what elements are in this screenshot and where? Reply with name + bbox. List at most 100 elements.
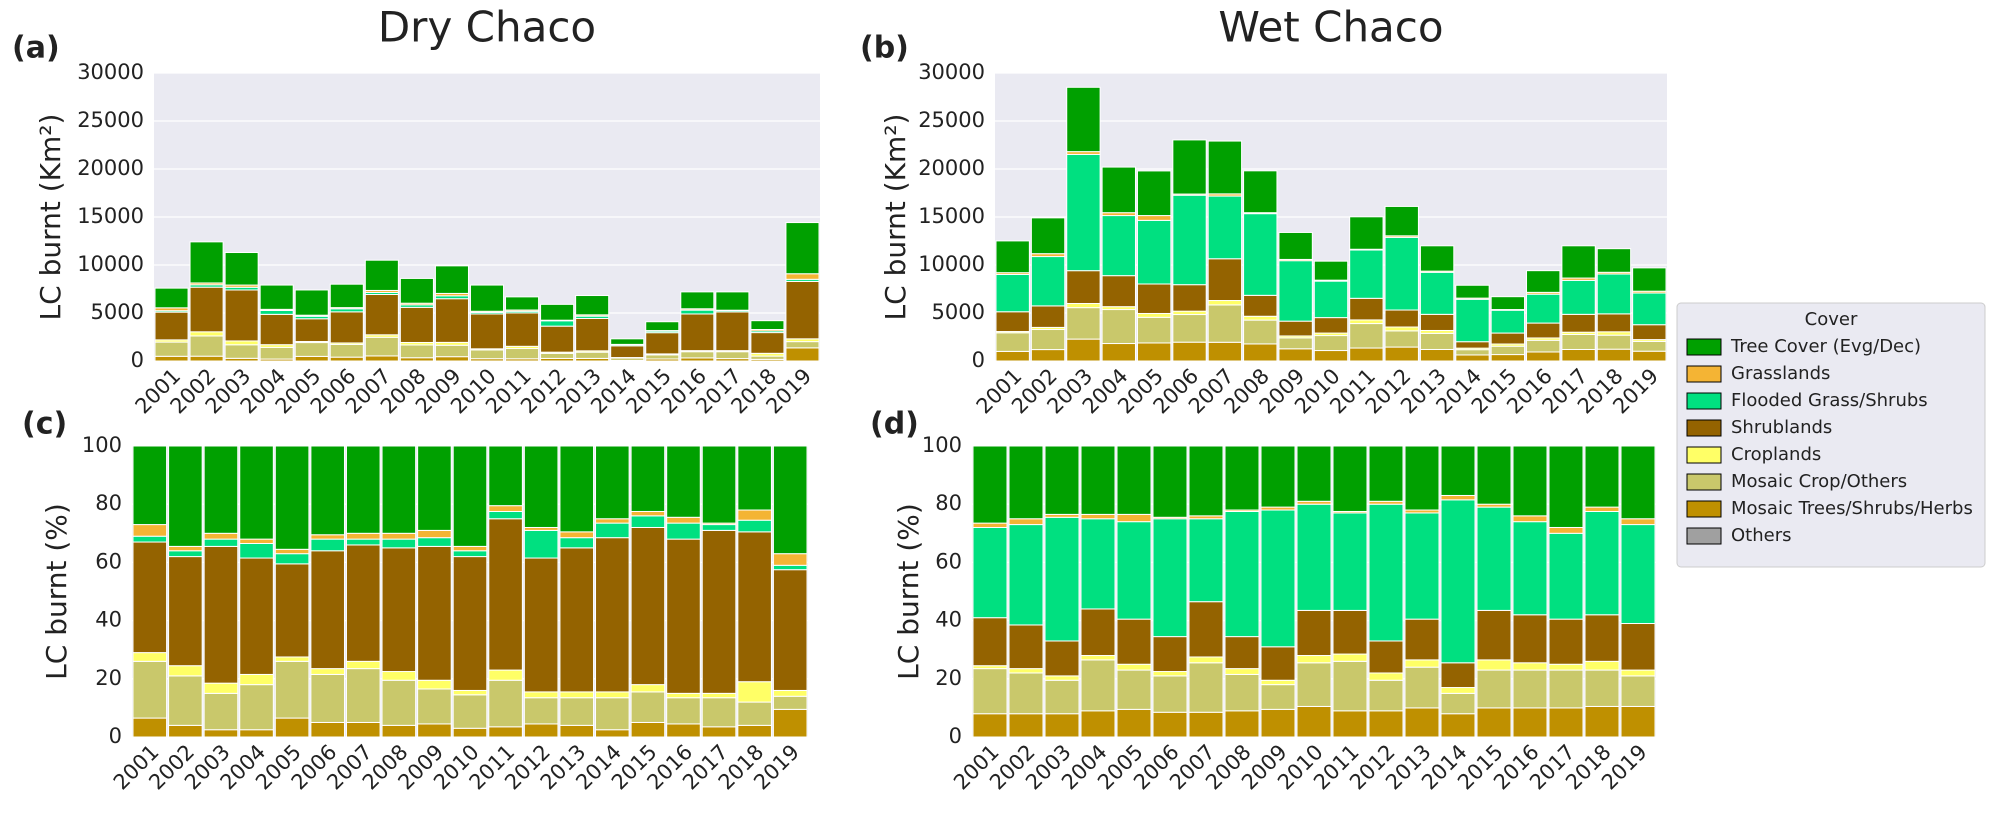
bar-segment (1207, 304, 1243, 343)
bar-segment (1596, 248, 1632, 273)
bar-segment (772, 553, 808, 566)
y-tick-label: 30000 (77, 60, 144, 84)
bar-segment (1313, 335, 1349, 352)
bar-segment (1172, 341, 1207, 362)
bar-segment (1332, 653, 1368, 662)
bar-segment (1584, 445, 1620, 508)
bar-segment (995, 274, 1030, 313)
bar-segment (972, 445, 1008, 524)
bar-segment (1512, 662, 1548, 671)
bar-segment (680, 309, 715, 315)
bar-segment (1476, 669, 1512, 709)
bar-segment (1243, 294, 1278, 317)
bar-segment (1101, 309, 1136, 345)
bar-segment (772, 695, 808, 710)
bar-segment (523, 697, 559, 725)
bar-segment (559, 724, 595, 738)
legend-title: Cover (1805, 309, 1858, 330)
bar-segment (715, 291, 750, 311)
bar-segment (417, 529, 452, 539)
bar-segment (595, 691, 630, 699)
bar-segment (381, 547, 417, 673)
bar-segment (1080, 608, 1116, 657)
bar-segment (1188, 711, 1224, 738)
bar-segment (1404, 618, 1440, 661)
bar-segment (469, 313, 505, 350)
bar-segment (1368, 640, 1404, 674)
bar-segment (1526, 339, 1561, 353)
bar-segment (1101, 215, 1136, 277)
bar-segment (540, 320, 575, 327)
y-axis-label: LC burnt (%) (40, 503, 73, 680)
bar-segment (488, 445, 523, 507)
bar-segment (1632, 324, 1667, 341)
bar-segment (575, 295, 610, 316)
bar-segment (1278, 348, 1313, 362)
bar-segment (345, 445, 381, 534)
bar-segment (1404, 445, 1440, 511)
bar-segment (1526, 351, 1561, 362)
bar-segment (1260, 509, 1296, 648)
panel-label: (a) (12, 31, 60, 66)
bar-segment (434, 344, 469, 358)
bar-segment (1044, 679, 1080, 715)
bar-segment (701, 445, 737, 524)
bar-segment (469, 284, 505, 312)
bar-segment (595, 445, 630, 520)
bar-segment (488, 505, 523, 512)
legend-swatch (1686, 500, 1722, 518)
bar-segment (995, 350, 1030, 362)
bar-segment (1584, 669, 1620, 707)
bar-segment (364, 336, 399, 357)
chart-title: Wet Chaco (1218, 3, 1443, 52)
bar-segment (1349, 347, 1384, 362)
legend-label: Grasslands (1731, 363, 1830, 384)
bar-segment (1030, 305, 1066, 328)
bar-segment (381, 724, 417, 738)
bar-segment (715, 311, 750, 352)
bar-segment (1349, 249, 1384, 299)
bar-segment (1476, 707, 1512, 738)
bar-segment (595, 522, 630, 539)
bar-segment (1455, 354, 1490, 362)
bar-segment (259, 310, 294, 315)
bar-segment (666, 516, 701, 524)
bar-segment (1066, 270, 1101, 304)
bar-segment (785, 273, 820, 280)
bar-segment (310, 668, 345, 675)
bar-segment (259, 313, 294, 346)
bar-segment (1136, 316, 1172, 344)
bar-segment (488, 669, 523, 681)
bar-segment (1044, 445, 1080, 515)
bar-segment (1368, 445, 1404, 502)
bar-segment (737, 445, 772, 511)
bar-segment (1260, 679, 1296, 686)
bar-segment (645, 332, 680, 355)
bar-segment (452, 550, 488, 558)
bar-segment (1455, 341, 1490, 349)
bar-segment (595, 518, 630, 524)
y-tick-label: 10000 (77, 252, 144, 276)
bar-segment (168, 545, 203, 552)
bar-segment (1512, 521, 1548, 616)
bar-segment (1243, 319, 1278, 345)
legend-label: Croplands (1731, 444, 1821, 465)
bar-segment (189, 331, 224, 337)
bar-segment (189, 355, 224, 362)
bar-segment (1419, 332, 1455, 350)
bar-segment (1620, 524, 1656, 625)
bar-segment (1490, 332, 1526, 345)
bar-segment (1332, 660, 1368, 712)
bar-segment (274, 660, 310, 719)
bar-segment (168, 675, 203, 726)
bar-segment (1596, 334, 1632, 350)
legend-swatch (1686, 419, 1722, 437)
bar-segment (154, 287, 189, 309)
bar-segment (1526, 322, 1561, 339)
bar-segment (1008, 668, 1044, 674)
bar-segment (294, 355, 329, 362)
bar-segment (1490, 309, 1526, 334)
bar-segment (595, 697, 630, 731)
bar-segment (452, 445, 488, 547)
bar-segment (610, 338, 645, 345)
